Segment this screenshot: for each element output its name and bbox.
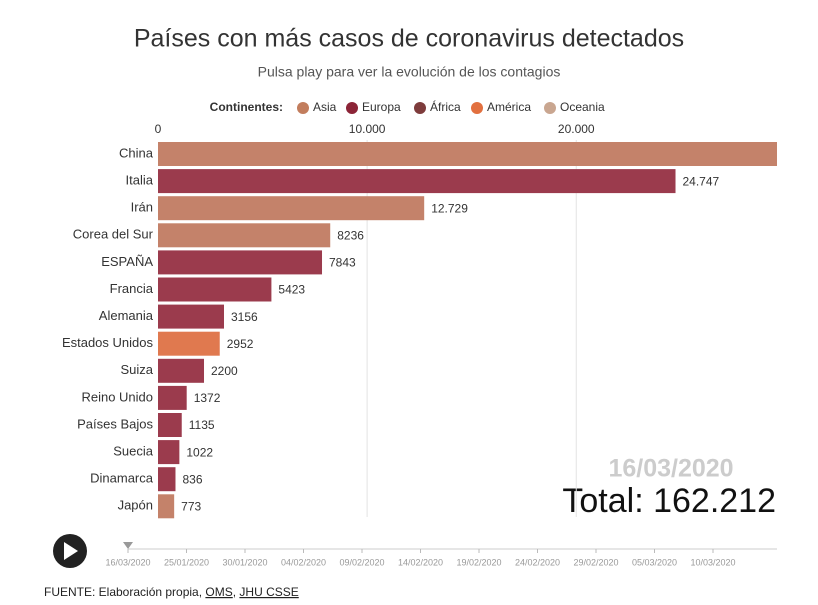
- timeline-label: 09/02/2020: [339, 557, 384, 567]
- legend-swatch: [346, 102, 358, 114]
- bar: [158, 142, 777, 166]
- source-prefix: FUENTE: Elaboración propia,: [44, 585, 205, 599]
- legend-label: Oceania: [560, 100, 605, 114]
- timeline-label: 29/02/2020: [573, 557, 618, 567]
- timeline-label: 25/01/2020: [164, 557, 209, 567]
- x-tick-label: 0: [155, 122, 162, 136]
- bar: [158, 358, 205, 383]
- timeline-label: 16/03/2020: [105, 557, 150, 567]
- timeline-label: 30/01/2020: [222, 557, 267, 567]
- chart-subtitle: Pulsa play para ver la evolución de los …: [258, 64, 561, 80]
- y-tick-label: Reino Unido: [81, 389, 153, 404]
- legend-title: Continentes:: [210, 100, 283, 114]
- y-tick-label: ESPAÑA: [101, 254, 153, 269]
- value-label: 1135: [189, 418, 215, 432]
- bar: [158, 196, 425, 221]
- play-icon[interactable]: [64, 542, 78, 560]
- value-label: 773: [181, 499, 201, 513]
- bar: [158, 385, 187, 410]
- value-label: 3156: [231, 310, 258, 324]
- y-tick-label: Estados Unidos: [62, 335, 154, 350]
- legend-swatch: [544, 102, 556, 114]
- value-label: 2952: [227, 337, 254, 351]
- timeline-label: 05/03/2020: [632, 557, 677, 567]
- y-tick-label: Países Bajos: [77, 416, 153, 431]
- legend-swatch: [297, 102, 309, 114]
- timeline-handle[interactable]: [123, 542, 133, 549]
- bar: [158, 277, 272, 302]
- y-tick-label: Dinamarca: [90, 471, 154, 486]
- y-tick-label: Suecia: [113, 444, 154, 459]
- legend-label: América: [487, 100, 531, 114]
- legend-swatch: [471, 102, 483, 114]
- chart-title: Países con más casos de coronavirus dete…: [134, 25, 684, 53]
- y-tick-label: China: [119, 145, 154, 160]
- legend-swatch: [414, 102, 426, 114]
- x-tick-label: 10.000: [349, 122, 386, 136]
- timeline-label: 24/02/2020: [515, 557, 560, 567]
- y-tick-label: Italia: [126, 173, 154, 188]
- y-tick-label: Irán: [131, 200, 153, 215]
- legend-label: Asia: [313, 100, 337, 114]
- bar: [158, 304, 224, 329]
- date-label: 16/03/2020: [608, 455, 733, 483]
- bar: [158, 250, 323, 275]
- bar: [158, 169, 676, 194]
- y-tick-label: Alemania: [99, 308, 154, 323]
- value-label: 24.747: [683, 174, 720, 188]
- value-label: 8236: [337, 228, 364, 242]
- timeline-label: 04/02/2020: [281, 557, 326, 567]
- x-tick-label: 20.000: [558, 122, 595, 136]
- bar: [158, 494, 175, 519]
- source-link[interactable]: OMS: [205, 585, 232, 599]
- bars: [158, 142, 777, 519]
- bar: [158, 413, 182, 437]
- y-tick-label: Japón: [118, 498, 153, 513]
- value-label: 1372: [194, 391, 221, 405]
- bar: [158, 331, 220, 356]
- bar: [158, 467, 176, 492]
- y-tick-label: Francia: [110, 281, 154, 296]
- source: FUENTE: Elaboración propia, OMS, JHU CSS…: [44, 585, 299, 599]
- bar: [158, 440, 180, 465]
- legend-label: África: [430, 99, 461, 114]
- bar: [158, 223, 331, 248]
- source-link[interactable]: JHU CSSE: [239, 585, 298, 599]
- timeline-label: 10/03/2020: [690, 557, 735, 567]
- timeline-label: 14/02/2020: [398, 557, 443, 567]
- value-label: 836: [182, 472, 202, 486]
- legend-label: Europa: [362, 100, 401, 114]
- value-label: 5423: [278, 283, 305, 297]
- y-tick-label: Suiza: [120, 362, 153, 377]
- timeline-label: 19/02/2020: [456, 557, 501, 567]
- value-label: 7843: [329, 256, 356, 270]
- total-label: Total: 162.212: [562, 482, 776, 520]
- value-label: 1022: [186, 445, 213, 459]
- value-label: 2200: [211, 364, 238, 378]
- y-tick-label: Corea del Sur: [73, 227, 154, 242]
- value-label: 12.729: [431, 201, 468, 215]
